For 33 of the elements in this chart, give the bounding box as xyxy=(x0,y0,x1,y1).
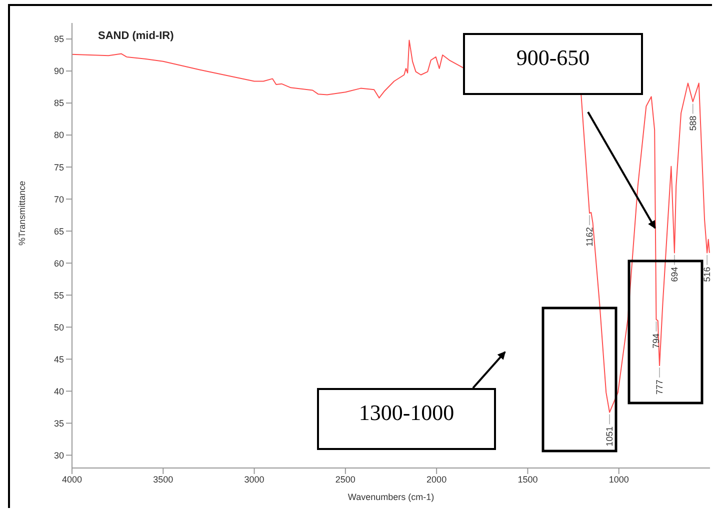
y-tick-label: 80 xyxy=(54,130,64,140)
y-tick-label: 85 xyxy=(54,98,64,108)
x-tick-label: 2000 xyxy=(426,474,447,484)
y-tick-label: 60 xyxy=(54,258,64,268)
annotation: 1162 xyxy=(584,227,595,247)
annotation: 588 xyxy=(688,116,698,131)
x-tick-label: 4000 xyxy=(62,474,82,484)
annotation: 794 xyxy=(651,333,662,348)
y-tick-label: 50 xyxy=(54,322,64,332)
y-tick-label: 65 xyxy=(54,226,64,236)
y-tick-label: 35 xyxy=(54,418,64,428)
y-tick-label: 70 xyxy=(54,194,64,204)
label-box: 1300-1000 xyxy=(317,388,496,450)
text: SAND (mid-IR) xyxy=(98,30,174,42)
y-tick-label: 45 xyxy=(54,354,64,364)
annotation: 1051 xyxy=(604,426,615,446)
x-axis-title: Wavenumbers (cm-1) xyxy=(348,492,434,502)
y-tick-label: 90 xyxy=(54,66,64,76)
x-tick-label: 1000 xyxy=(608,474,629,484)
label-box: 900-650 xyxy=(463,33,643,95)
y-tick-label: 95 xyxy=(54,34,64,44)
x-tick-label: 2500 xyxy=(335,474,356,484)
y-tick-label: 55 xyxy=(54,290,64,300)
annotation: 694 xyxy=(669,266,680,282)
y-axis-title: %Transmittance xyxy=(17,180,28,246)
x-tick-label: 1500 xyxy=(518,474,538,484)
annotation: 777 xyxy=(654,380,665,395)
y-tick-label: 40 xyxy=(54,386,64,396)
y-tick-label: 75 xyxy=(54,162,64,172)
x-tick-label: 3000 xyxy=(244,474,264,484)
annotation: 516 xyxy=(702,266,712,282)
x-tick-label: 3500 xyxy=(153,474,174,484)
y-tick-label: 30 xyxy=(54,450,64,460)
